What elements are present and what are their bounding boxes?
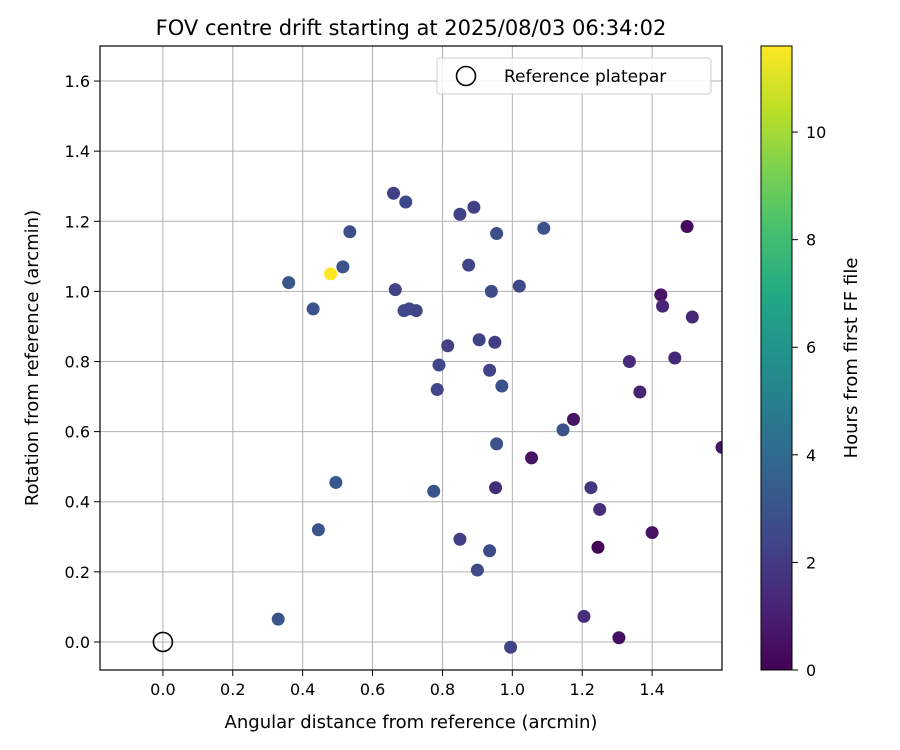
data-point: [388, 283, 402, 297]
data-point: [612, 631, 626, 645]
x-axis-label: Angular distance from reference (arcmin): [225, 712, 598, 733]
data-point: [282, 276, 296, 290]
data-point: [680, 220, 694, 234]
x-tick-label: 0.4: [290, 680, 315, 699]
data-point: [462, 258, 476, 272]
y-tick-label: 1.4: [65, 142, 90, 161]
data-point: [453, 207, 467, 221]
data-point: [470, 563, 484, 577]
y-tick-label: 0.4: [65, 493, 90, 512]
data-point: [490, 437, 504, 451]
x-tick-label: 0.8: [430, 680, 455, 699]
data-point: [566, 412, 580, 426]
data-point: [343, 225, 357, 239]
colorbar-tick-label: 4: [806, 446, 816, 465]
plot-frame: [99, 45, 723, 671]
x-axis-ticks: 0.0 0.2 0.4 0.6 0.8 1.0 1.2 1.4: [150, 670, 665, 699]
data-point: [441, 339, 455, 353]
data-point: [488, 335, 502, 349]
colorbar-label: Hours from first FF file: [841, 258, 862, 459]
data-point: [271, 612, 285, 626]
legend-marker-open-circle-icon: [455, 65, 477, 87]
legend: Reference platepar: [436, 57, 712, 95]
x-tick-label: 1.2: [569, 680, 594, 699]
data-point: [430, 383, 444, 397]
colorbar-tick-label: 10: [806, 123, 826, 142]
colorbar: [760, 45, 793, 671]
reference-platepar-marker: [152, 631, 174, 653]
data-point: [591, 540, 605, 554]
data-point: [584, 481, 598, 495]
colorbar-tick-label: 8: [806, 231, 816, 250]
x-tick-label: 0.2: [220, 680, 245, 699]
chart-title: FOV centre drift starting at 2025/08/03 …: [156, 16, 667, 40]
data-point: [399, 195, 413, 209]
colorbar-tick-label: 2: [806, 553, 816, 572]
colorbar-tick-label: 6: [806, 338, 816, 357]
data-point: [715, 440, 722, 454]
data-point: [483, 544, 497, 558]
data-point: [645, 526, 659, 540]
legend-box: [436, 57, 712, 95]
y-tick-label: 0.8: [65, 353, 90, 372]
y-axis-label: Rotation from reference (arcmin): [22, 210, 43, 506]
data-point: [504, 640, 518, 654]
data-point: [483, 363, 497, 377]
data-point: [472, 333, 486, 347]
data-point: [467, 200, 481, 214]
x-tick-label: 1.0: [500, 680, 525, 699]
y-tick-label: 1.6: [65, 72, 90, 91]
colorbar-tick-label: 0: [806, 661, 816, 680]
data-point: [311, 523, 325, 537]
data-point: [633, 385, 647, 399]
data-point: [484, 284, 498, 298]
data-point: [453, 532, 467, 546]
data-point: [685, 310, 699, 324]
data-point: [329, 475, 343, 489]
data-point: [577, 609, 591, 623]
y-tick-label: 0.2: [65, 563, 90, 582]
y-tick-label: 1.0: [65, 282, 90, 301]
data-points: [271, 186, 722, 654]
data-point: [622, 355, 636, 369]
data-point: [306, 302, 320, 316]
data-point: [656, 299, 670, 313]
data-point: [537, 221, 551, 235]
data-point: [432, 358, 446, 372]
data-point: [593, 502, 607, 516]
y-axis-ticks: 0.0 0.2 0.4 0.6 0.8 1.0 1.2 1.4 1.6: [65, 72, 100, 652]
legend-label: Reference platepar: [504, 67, 666, 87]
data-point: [489, 481, 503, 495]
data-point: [324, 267, 338, 281]
data-point: [668, 351, 682, 365]
colorbar-ticks: 0 2 4 6 8 10: [792, 123, 826, 680]
y-tick-label: 0.6: [65, 423, 90, 442]
data-point: [495, 379, 509, 393]
data-point: [387, 186, 401, 200]
x-tick-label: 1.4: [639, 680, 664, 699]
y-tick-label: 0.0: [65, 633, 90, 652]
y-tick-label: 1.2: [65, 212, 90, 231]
data-point: [525, 451, 539, 465]
data-point: [556, 423, 570, 437]
data-point: [336, 260, 350, 274]
data-point: [512, 279, 526, 293]
data-point: [490, 227, 504, 241]
data-point: [427, 484, 441, 498]
x-tick-label: 0.6: [360, 680, 385, 699]
x-tick-label: 0.0: [150, 680, 175, 699]
data-point: [654, 288, 668, 302]
data-point: [409, 304, 423, 318]
grid-lines: [100, 46, 722, 670]
